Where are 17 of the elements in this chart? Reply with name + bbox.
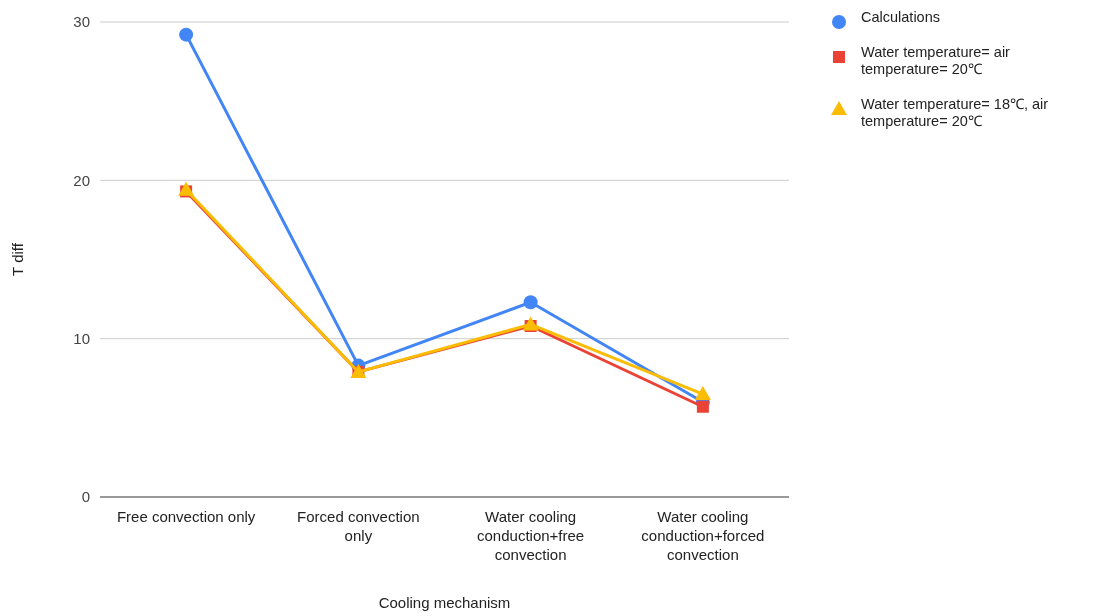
y-tick-label: 0 [81, 488, 90, 506]
point [178, 181, 195, 196]
x-tick-label: Free convection only [116, 508, 256, 525]
y-tick-label: 20 [73, 171, 90, 189]
x-axis-title: Cooling mechanism [378, 594, 511, 611]
point [179, 27, 194, 42]
legend-label: Water temperature= air temperature= 20℃ [861, 44, 1011, 77]
point [522, 316, 539, 331]
y-axis-title: T diff [9, 242, 26, 276]
point [523, 295, 538, 310]
x-tick-label: Forced convection only [297, 508, 420, 544]
legend-label: Water temperature= 18℃, air temperature= 20℃ [861, 96, 1049, 129]
y-tick-label: 10 [73, 329, 90, 347]
legend-label: Calculations [861, 9, 940, 25]
x-tick-label: Water cooling conduction+forced convection [641, 508, 765, 563]
y-tick-label: 30 [73, 13, 90, 31]
x-tick-label: Water cooling conduction+free convection [477, 508, 585, 563]
